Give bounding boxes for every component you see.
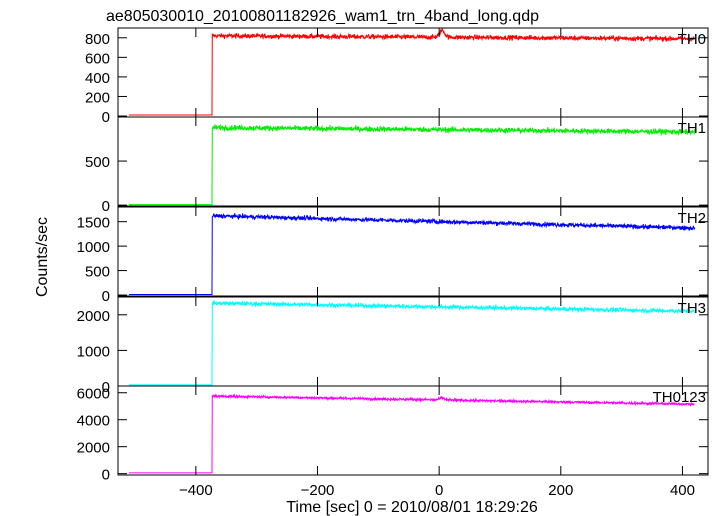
x-tick-label: 400 [670, 482, 695, 499]
chart-title: ae805030010_20100801182926_wam1_trn_4ban… [106, 8, 539, 25]
y-tick-label: 2000 [77, 440, 110, 457]
light-curve-line-th1 [128, 123, 696, 206]
y-tick-label: 0 [102, 288, 110, 305]
x-tick-label: −200 [301, 482, 335, 499]
y-tick-label: 2000 [77, 308, 110, 325]
y-tick-label: 1000 [77, 239, 110, 256]
y-tick-label: 1000 [77, 343, 110, 360]
panel-label-th2: TH2 [678, 210, 706, 227]
y-tick-label: 6000 [77, 386, 110, 403]
y-tick-label: 4000 [77, 413, 110, 430]
light-curve-line-th3 [128, 300, 696, 386]
panel-label-th3: TH3 [678, 300, 706, 317]
y-tick-label: 1500 [77, 215, 110, 232]
y-tick-label: 600 [85, 50, 110, 67]
y-tick-label: 500 [85, 154, 110, 171]
panels-group: 0 200 400 600 800 TH0 0 500 TH1 0 500 1000 1500 TH2 0 1… [77, 27, 709, 484]
light-curve-line-th0 [128, 28, 696, 116]
y-tick-label: 0 [102, 198, 110, 215]
panel-frame [117, 206, 709, 297]
y-tick-label: 400 [85, 70, 110, 87]
x-tick-label: 0 [435, 482, 443, 499]
panel-frame [117, 385, 709, 476]
x-tick-label: −400 [179, 482, 213, 499]
y-tick-label: 200 [85, 89, 110, 106]
y-tick-label: 0 [102, 467, 110, 484]
y-tick-label: 800 [85, 31, 110, 48]
x-axis-label: Time [sec] 0 = 2010/08/01 18:29:26 [286, 499, 538, 516]
panel-label-th0123: TH0123 [653, 389, 706, 406]
panel-label-th1: TH1 [678, 120, 706, 137]
light-curve-line-th2 [128, 212, 696, 296]
panel-th0123: 0 2000 4000 6000 TH0123 [77, 385, 709, 484]
x-tick-label: 200 [548, 482, 573, 499]
y-tick-label: 0 [102, 109, 110, 126]
panel-th2: 0 500 1000 1500 TH2 [77, 206, 709, 305]
y-tick-label: 0 [102, 379, 110, 396]
y-axis-label: Counts/sec [34, 217, 51, 297]
y-tick-label: 500 [85, 264, 110, 281]
panel-frame [117, 27, 709, 118]
panel-th3: 0 1000 2000 TH3 [77, 296, 709, 396]
panel-label-th0: TH0 [678, 31, 706, 48]
light-curve-line-th0123 [128, 393, 695, 474]
panel-th1: 0 500 TH1 [85, 116, 709, 215]
panel-th0: 0 200 400 600 800 TH0 [85, 27, 709, 126]
x-axis: −400 −200 0 200 400 [179, 482, 695, 499]
